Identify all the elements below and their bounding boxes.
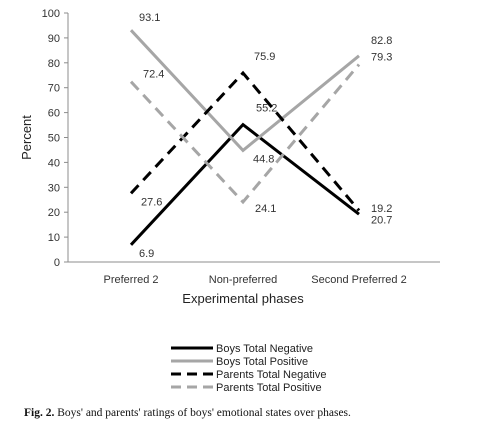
y-tick-label: 80 [48, 58, 60, 70]
data-label: 27.6 [141, 196, 162, 208]
figure-caption-label: Fig. 2. [24, 407, 55, 419]
series-lines [129, 29, 361, 246]
figure-caption: Fig. 2. Boys' and parents' ratings of bo… [24, 407, 464, 419]
data-labels: 6.9 55.2 19.2 93.1 44.8 82.8 27.6 75.9 20.7 72.4 2… [139, 12, 392, 260]
x-tick-labels: Preferred 2 Non-preferred Second Preferred… [103, 274, 406, 286]
data-label: 20.7 [371, 214, 392, 226]
y-tick-label: 90 [48, 33, 60, 45]
series-line-boys-total-positive [129, 29, 360, 153]
series-line-parents-total-negative [129, 70, 361, 212]
legend-label: Parents Total Negative [216, 369, 326, 381]
legend-label: Boys Total Negative [216, 343, 313, 355]
y-tick-label: 20 [48, 207, 60, 219]
y-tick-label: 70 [48, 83, 60, 95]
y-tick-label: 100 [42, 8, 60, 20]
data-label: 79.3 [371, 52, 392, 64]
data-label: 93.1 [139, 12, 160, 24]
data-label: 72.4 [143, 69, 164, 81]
x-tick-label: Second Preferred 2 [311, 274, 406, 286]
data-label: 44.8 [253, 153, 274, 165]
data-label: 6.9 [139, 248, 154, 260]
y-tick-label: 10 [48, 232, 60, 244]
chart-axes [64, 12, 440, 263]
x-tick-label: Non-preferred [209, 274, 277, 286]
y-tick-label: 50 [48, 133, 60, 145]
y-tick-label: 60 [48, 108, 60, 120]
legend-label: Boys Total Positive [216, 356, 308, 368]
x-tick-label: Preferred 2 [103, 274, 158, 286]
data-label: 19.2 [371, 203, 392, 215]
y-tick-labels: 0 10 20 30 40 50 60 70 80 90 100 [42, 8, 60, 269]
x-axis-title: Experimental phases [182, 291, 304, 306]
legend-label: Parents Total Positive [216, 382, 322, 394]
data-label: 55.2 [256, 103, 277, 115]
series-line-boys-total-negative [129, 122, 360, 246]
data-label: 82.8 [371, 35, 392, 47]
y-tick-label: 40 [48, 157, 60, 169]
data-label: 75.9 [254, 51, 275, 63]
y-axis-title: Percent [19, 115, 34, 160]
figure-caption-text: Boys' and parents' ratings of boys' emot… [54, 407, 351, 419]
series-line-parents-total-positive [129, 63, 361, 205]
data-label: 24.1 [255, 203, 276, 215]
y-tick-label: 30 [48, 182, 60, 194]
y-tick-label: 0 [54, 257, 60, 269]
line-chart: 0 10 20 30 40 50 60 70 80 90 100 Preferred 2 Non-pr… [19, 8, 440, 394]
